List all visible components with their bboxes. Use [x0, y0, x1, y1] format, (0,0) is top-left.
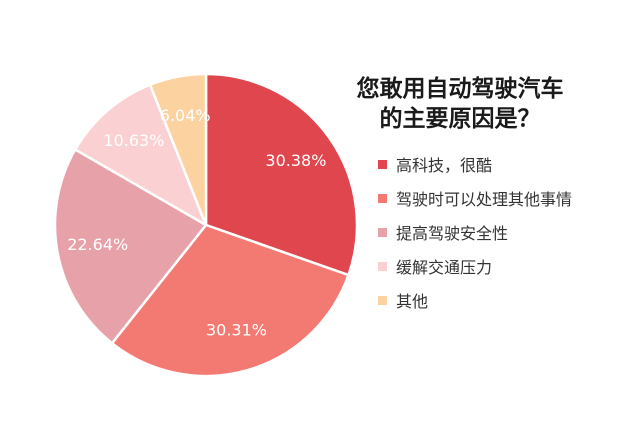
legend-label: 缓解交通压力 — [396, 258, 493, 277]
legend-label: 其他 — [396, 292, 429, 311]
pie-value-label: 22.64% — [67, 235, 128, 254]
pie-slice — [204, 72, 359, 277]
pie-slice — [73, 83, 208, 227]
pie-value-label: 30.31% — [206, 320, 267, 339]
pie-value-label: 30.38% — [265, 151, 326, 170]
pie-slices — [53, 72, 359, 378]
pie-value-labels: 30.38% 30.31% 22.64% 10.63% 6.04% — [67, 106, 326, 339]
pie-slice — [110, 223, 350, 378]
chart-title-line-1: 您敢用自动驾驶汽车 — [356, 76, 564, 102]
legend-item: 缓解交通压力 — [378, 249, 572, 283]
legend-item: 提高驾驶安全性 — [378, 215, 572, 249]
legend: 高科技，很酷 驾驶时可以处理其他事情 提高驾驶安全性 缓解交通压力 其他 — [378, 147, 572, 317]
pie-slice — [148, 72, 208, 227]
chart-title-line-2: 的主要原因是？ — [379, 106, 541, 132]
legend-item: 高科技，很酷 — [378, 147, 572, 181]
pie-slice — [53, 148, 208, 345]
legend-swatch — [378, 193, 387, 203]
legend-swatch — [378, 295, 387, 305]
legend-label: 驾驶时可以处理其他事情 — [396, 190, 573, 209]
pie-value-label: 10.63% — [103, 131, 164, 150]
legend-item: 其他 — [378, 283, 572, 317]
chart-title: 您敢用自动驾驶汽车 的主要原因是？ — [335, 74, 585, 134]
legend-label: 提高驾驶安全性 — [396, 224, 509, 243]
pie-value-label: 6.04% — [160, 106, 211, 125]
legend-swatch — [378, 227, 387, 237]
legend-swatch — [378, 159, 387, 169]
legend-item: 驾驶时可以处理其他事情 — [378, 181, 572, 215]
legend-swatch — [378, 261, 387, 271]
legend-label: 高科技，很酷 — [396, 156, 493, 175]
